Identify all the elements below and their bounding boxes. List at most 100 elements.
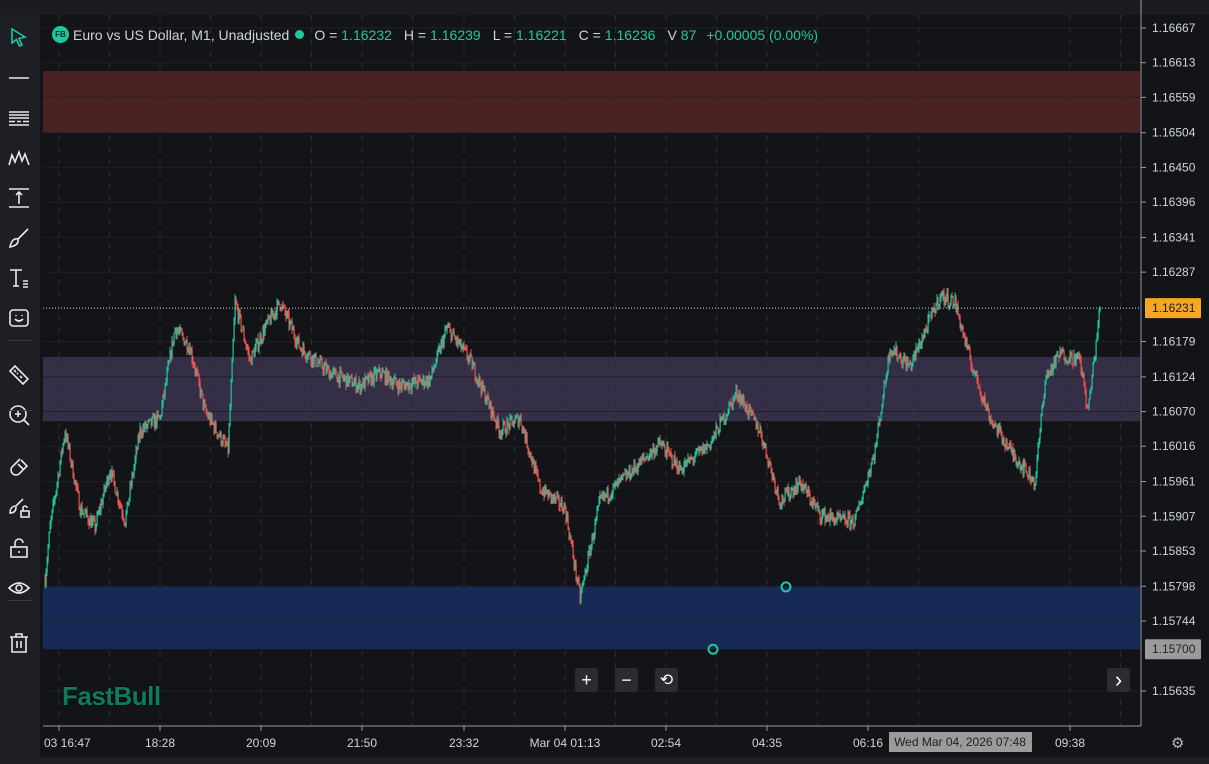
tool-emoji[interactable] bbox=[6, 305, 32, 331]
candle-body bbox=[877, 424, 879, 436]
candle-body bbox=[928, 315, 930, 319]
tool-unlock[interactable] bbox=[6, 535, 32, 561]
time-tick-label: 23:32 bbox=[449, 736, 479, 750]
tool-zoom-in[interactable] bbox=[6, 402, 32, 428]
candle-body bbox=[754, 417, 756, 420]
candle-body bbox=[632, 468, 634, 473]
candle-body bbox=[645, 458, 647, 460]
candle-body bbox=[1032, 476, 1034, 480]
tool-lock-drawing[interactable] bbox=[6, 495, 32, 521]
tool-ruler[interactable] bbox=[6, 362, 32, 388]
candle-body bbox=[194, 366, 196, 373]
candle-body bbox=[915, 346, 917, 358]
candle-body bbox=[542, 491, 544, 495]
candle-body bbox=[438, 347, 440, 350]
candle-body bbox=[994, 423, 996, 427]
candle-body bbox=[212, 421, 214, 424]
candle-body bbox=[525, 433, 527, 441]
candle-body bbox=[563, 504, 565, 514]
candle-body bbox=[793, 489, 795, 496]
tool-magnet[interactable] bbox=[6, 455, 32, 481]
candle-body bbox=[634, 462, 636, 469]
candle-body bbox=[1003, 437, 1005, 445]
candle-body bbox=[564, 504, 566, 508]
candle-body bbox=[841, 517, 843, 519]
tool-pattern[interactable] bbox=[6, 145, 32, 171]
candle-body bbox=[952, 296, 954, 308]
candle-body bbox=[1024, 461, 1026, 466]
candle-body bbox=[496, 416, 498, 426]
candle-body bbox=[114, 481, 116, 494]
candle-body bbox=[464, 347, 466, 349]
price-tick-label: 1.16504 bbox=[1152, 126, 1196, 140]
candle-body bbox=[109, 473, 111, 478]
tool-brush[interactable] bbox=[6, 225, 32, 251]
candle-body bbox=[784, 489, 786, 502]
candle-body bbox=[495, 421, 497, 426]
candle-body bbox=[993, 423, 995, 426]
candle-body bbox=[341, 371, 343, 377]
zoom-in-button[interactable]: + bbox=[575, 668, 598, 692]
candle-body bbox=[337, 375, 339, 382]
candle-body bbox=[75, 480, 77, 487]
candle-body bbox=[604, 493, 606, 498]
candle-body bbox=[465, 347, 467, 350]
reset-chart-button[interactable]: ⟲ bbox=[655, 668, 678, 692]
settings-icon[interactable]: ⚙ bbox=[1171, 735, 1185, 752]
tool-measure-arrow[interactable] bbox=[6, 185, 32, 211]
candle-body bbox=[886, 373, 888, 379]
candle-body bbox=[207, 414, 209, 419]
candle-body bbox=[1094, 357, 1096, 360]
candle-body bbox=[700, 447, 702, 450]
candle-body bbox=[617, 478, 619, 487]
candle-body bbox=[911, 362, 913, 369]
candle-body bbox=[929, 315, 931, 317]
tool-fibonacci-lines[interactable] bbox=[6, 105, 32, 131]
tool-trash[interactable] bbox=[6, 630, 32, 656]
candle-body bbox=[111, 470, 113, 479]
candle-body bbox=[492, 407, 494, 415]
candle-body bbox=[1035, 473, 1037, 484]
candle-body bbox=[557, 494, 559, 496]
candle-body bbox=[66, 435, 68, 440]
candle-body bbox=[646, 456, 648, 459]
tool-cursor-arrow[interactable] bbox=[6, 25, 32, 51]
change-value: +0.00005 (0.00%) bbox=[706, 26, 819, 43]
time-tick-label: 03 16:47 bbox=[44, 736, 91, 750]
candle-body bbox=[401, 382, 403, 389]
trash-icon bbox=[10, 633, 28, 653]
zoom-out-button[interactable]: − bbox=[615, 668, 638, 692]
crosshair-time-tag: Wed Mar 04, 2026 07:48 bbox=[894, 735, 1026, 749]
candle-body bbox=[572, 544, 574, 558]
candle-body bbox=[294, 336, 296, 343]
candle-body bbox=[965, 339, 967, 344]
candle-body bbox=[991, 420, 993, 424]
candle-body bbox=[898, 354, 900, 358]
candle-body bbox=[462, 344, 464, 349]
candle-body bbox=[521, 425, 523, 431]
candle-body bbox=[439, 347, 441, 353]
candle-body bbox=[63, 440, 65, 444]
tool-horizontal-line[interactable] bbox=[6, 65, 32, 91]
candle-body bbox=[1010, 444, 1012, 451]
candle-body bbox=[259, 335, 261, 345]
tool-text[interactable] bbox=[6, 265, 32, 291]
candle-body bbox=[799, 476, 801, 483]
candle-body bbox=[1039, 431, 1041, 439]
candle-body bbox=[175, 328, 177, 336]
candle-body bbox=[1072, 364, 1074, 366]
candle-body bbox=[485, 401, 487, 403]
tool-eye[interactable] bbox=[6, 575, 32, 601]
candle-body bbox=[407, 382, 409, 390]
candle-body bbox=[568, 528, 570, 538]
scroll-right-button[interactable]: › bbox=[1107, 667, 1130, 692]
candle-body bbox=[255, 342, 257, 348]
candle-body bbox=[673, 455, 675, 466]
candle-body bbox=[1093, 359, 1095, 362]
crosshair-price-tag-bg bbox=[1145, 639, 1201, 660]
candle-body bbox=[748, 405, 750, 416]
candle-body bbox=[1021, 463, 1023, 467]
candle-body bbox=[593, 534, 595, 541]
candle-body bbox=[586, 568, 588, 573]
